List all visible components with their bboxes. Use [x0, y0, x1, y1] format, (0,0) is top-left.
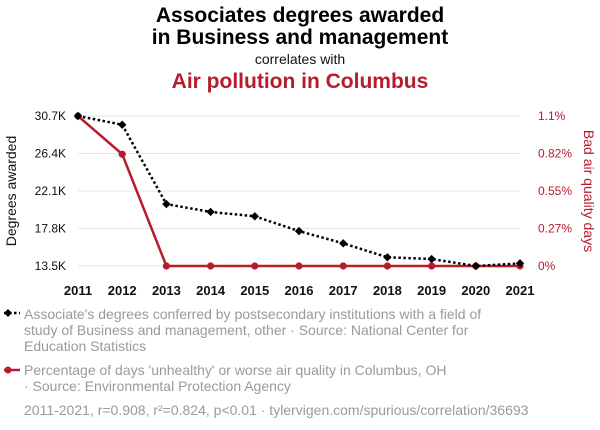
y-left-tick-label: 22.1K [35, 184, 66, 198]
y-right-tick-label: 0.55% [538, 184, 572, 198]
x-tick-label: 2011 [64, 283, 92, 298]
y-right-tick-label: 1.1% [538, 109, 566, 123]
y-left-tick-label: 17.8K [35, 222, 66, 236]
y-left-tick-label: 13.5K [35, 259, 66, 273]
series-air-pollution-point [251, 262, 259, 270]
series-degrees-point [118, 120, 127, 129]
y-right-tick-label: 0.82% [538, 147, 572, 161]
y-left-tick-label: 26.4K [35, 147, 66, 161]
chart-title2: Air pollution in Columbus [171, 70, 429, 93]
series-air-pollution-point [295, 262, 303, 270]
series-degrees-point [383, 253, 392, 262]
series-degrees-point [471, 261, 480, 271]
y-left-axis-label: Degrees awarded [3, 136, 19, 247]
legend-air-line1: Percentage of days 'unhealthy' or worse … [24, 362, 447, 378]
series-degrees-point [339, 239, 348, 248]
legend-degrees-line1: Associate's degrees conferred by postsec… [24, 306, 482, 322]
x-tick-label: 2018 [373, 283, 402, 298]
chart-title-line2: in Business and management [151, 26, 449, 49]
x-tick-label: 2020 [461, 283, 490, 298]
legend-degrees-line2: study of Business and management, other … [24, 322, 469, 338]
y-right-axis-label: Bad air quality days [581, 130, 597, 252]
series-degrees-point [206, 207, 215, 217]
series-air-pollution-point [118, 150, 126, 158]
series-degrees-point [515, 259, 525, 268]
legend-degrees-marker-icon [4, 309, 12, 317]
series-degrees-point [294, 226, 304, 236]
series-air-pollution-point [162, 262, 170, 270]
y-right-tick-label: 0% [538, 259, 556, 273]
y-left-tick-label: 30.7K [35, 109, 66, 123]
chart-title-line1: Associates degrees awarded [155, 4, 445, 27]
chart-subtitle: correlates with [254, 51, 346, 67]
series-degrees-point [162, 199, 171, 209]
series-degrees-point [73, 111, 83, 121]
x-tick-label: 2014 [196, 283, 226, 298]
series-air-pollution-point [207, 262, 215, 270]
series-degrees-point [250, 212, 259, 221]
y-right-tick-label: 0.27% [538, 222, 572, 236]
legend-degrees-line3: Education Statistics [24, 338, 147, 354]
chart-footer: 2011-2021, r=0.908, r²=0.824, p<0.01 · t… [24, 402, 529, 418]
x-tick-label: 2021 [506, 283, 535, 298]
series-air-pollution-point [339, 262, 347, 270]
x-tick-label: 2016 [285, 283, 314, 298]
x-tick-label: 2012 [108, 283, 137, 298]
x-tick-label: 2019 [417, 283, 446, 298]
legend-entry-air: Percentage of days 'unhealthy' or worse … [24, 362, 584, 394]
x-tick-label: 2015 [240, 283, 269, 298]
series-air-pollution-point [383, 262, 391, 270]
legend-entry-degrees: Associate's degrees conferred by postsec… [24, 306, 584, 354]
series-air-pollution-point [428, 262, 436, 270]
x-tick-label: 2013 [152, 283, 181, 298]
legend-air-line2: · Source: Environmental Protection Agenc… [24, 378, 291, 394]
x-tick-label: 2017 [329, 283, 358, 298]
legend-air-marker-icon [4, 366, 12, 374]
series-degrees-point [427, 254, 436, 264]
